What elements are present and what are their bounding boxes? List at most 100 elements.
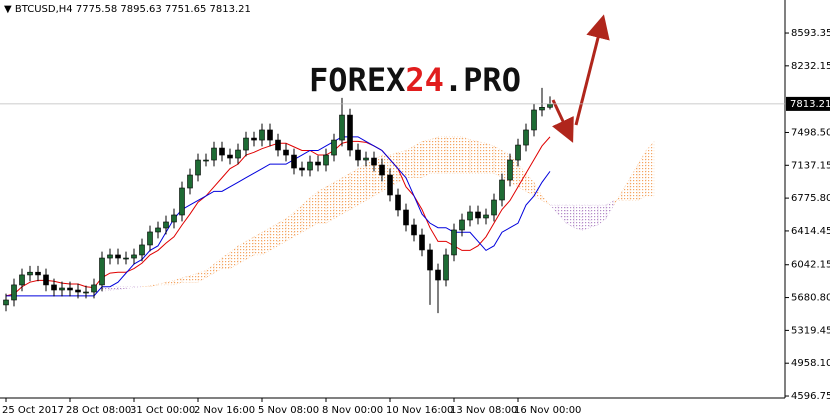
x-tick-label: 31 Oct 00:00	[130, 405, 195, 416]
x-tick-label: 16 Nov 00:00	[514, 405, 581, 416]
candle-body	[267, 129, 273, 141]
header-open: 7775.58	[76, 4, 117, 15]
candle-body	[155, 227, 161, 233]
candle-body	[483, 214, 489, 219]
candle-body	[411, 224, 417, 236]
cloud-segment	[221, 251, 231, 269]
cloud-segment	[549, 204, 559, 215]
y-tick-label: 6775.80	[791, 193, 830, 204]
cloud-segment	[589, 204, 599, 228]
candle-body	[307, 161, 313, 171]
y-tick-label: 8593.35	[791, 28, 830, 39]
candle-body	[507, 159, 513, 181]
y-tick-label: 5319.45	[791, 325, 830, 336]
cloud-segment	[525, 172, 535, 197]
candle-body	[371, 157, 377, 166]
candle-body	[179, 187, 185, 216]
watermark: FOREX24.PRO	[309, 61, 521, 99]
cloud-segment	[469, 139, 479, 174]
candle-body	[491, 199, 497, 216]
cloud-segment	[421, 139, 431, 179]
candle-body	[499, 179, 505, 201]
y-tick-label: 7498.50	[791, 127, 830, 138]
candle-body	[419, 234, 425, 251]
candle-body	[123, 257, 129, 260]
cloud-segment	[261, 227, 271, 256]
candle-body	[355, 149, 361, 161]
cloud-segment	[133, 286, 143, 288]
x-tick-label: 8 Nov 00:00	[322, 405, 383, 416]
header-arrow: ▼	[4, 4, 15, 15]
cloud-segment	[445, 136, 455, 174]
cloud-segment	[645, 141, 655, 197]
watermark-part: .PRO	[444, 61, 521, 99]
header-close: 7813.21	[210, 4, 251, 15]
candle-body	[211, 147, 217, 161]
y-tick-label: 8232.15	[791, 61, 830, 72]
candle-body	[275, 139, 281, 151]
candle-body	[67, 287, 73, 291]
candle-body	[195, 159, 201, 176]
y-tick-label: 4596.75	[791, 391, 830, 402]
cloud-segment	[573, 204, 583, 231]
cloud-segment	[453, 136, 463, 174]
cloud-segment	[285, 211, 295, 242]
candle-body	[323, 154, 329, 166]
candle-body	[75, 289, 81, 293]
cloud-segment	[333, 177, 343, 219]
candle-body	[443, 254, 449, 281]
candle-body	[467, 211, 473, 221]
price-label: 7813.21	[790, 99, 830, 110]
candle-body	[427, 249, 433, 271]
candle-body	[139, 244, 145, 256]
candle-body	[27, 271, 33, 276]
candle-body	[51, 284, 57, 291]
candle-body	[107, 254, 113, 259]
cloud-segment	[485, 143, 495, 174]
cloud-segment	[277, 218, 287, 247]
cloud-segment	[205, 263, 215, 278]
arrow-up	[574, 14, 610, 126]
y-tick-label: 6414.45	[791, 226, 830, 237]
cloud-segment	[101, 286, 111, 292]
candle-body	[475, 211, 481, 219]
candle-body	[283, 149, 289, 156]
cloud-segment	[621, 177, 631, 201]
cloud-segment	[309, 191, 319, 228]
cloud-segment	[541, 195, 551, 206]
candle-body	[435, 269, 441, 281]
y-tick-label: 4958.10	[791, 358, 830, 369]
x-tick-label: 28 Oct 08:00	[66, 405, 131, 416]
cloud-segment	[317, 186, 327, 224]
cloud-segment	[229, 245, 239, 269]
x-tick-label: 5 Nov 08:00	[258, 405, 319, 416]
cloud-segment	[581, 204, 591, 231]
candle-body	[531, 109, 537, 131]
watermark-part: 24	[405, 61, 444, 99]
cloud-segment	[325, 182, 335, 224]
candle-body	[99, 257, 105, 286]
watermark-part: FOREX	[309, 61, 405, 99]
candle-body	[227, 154, 233, 159]
cloud-segment	[493, 145, 503, 179]
candle-body	[251, 137, 257, 141]
candle-body	[235, 149, 241, 159]
cloud-segment	[293, 204, 303, 238]
candle-body	[347, 114, 353, 151]
cloud-segment	[413, 141, 423, 178]
y-tick-label: 7137.15	[791, 160, 830, 171]
x-tick-label: 25 Oct 2017	[2, 405, 64, 416]
candle-body	[315, 161, 321, 166]
candle-body	[147, 231, 153, 246]
candle-body	[131, 254, 137, 259]
x-tick-label: 2 Nov 16:00	[194, 405, 255, 416]
header-low: 7751.65	[165, 4, 206, 15]
plot-area	[0, 0, 785, 398]
candle-body	[219, 147, 225, 156]
cloud-segment	[189, 272, 199, 283]
candle-body	[203, 159, 209, 162]
candle-body	[459, 219, 465, 231]
cloud-segment	[141, 285, 151, 287]
cloud-segment	[533, 181, 543, 201]
